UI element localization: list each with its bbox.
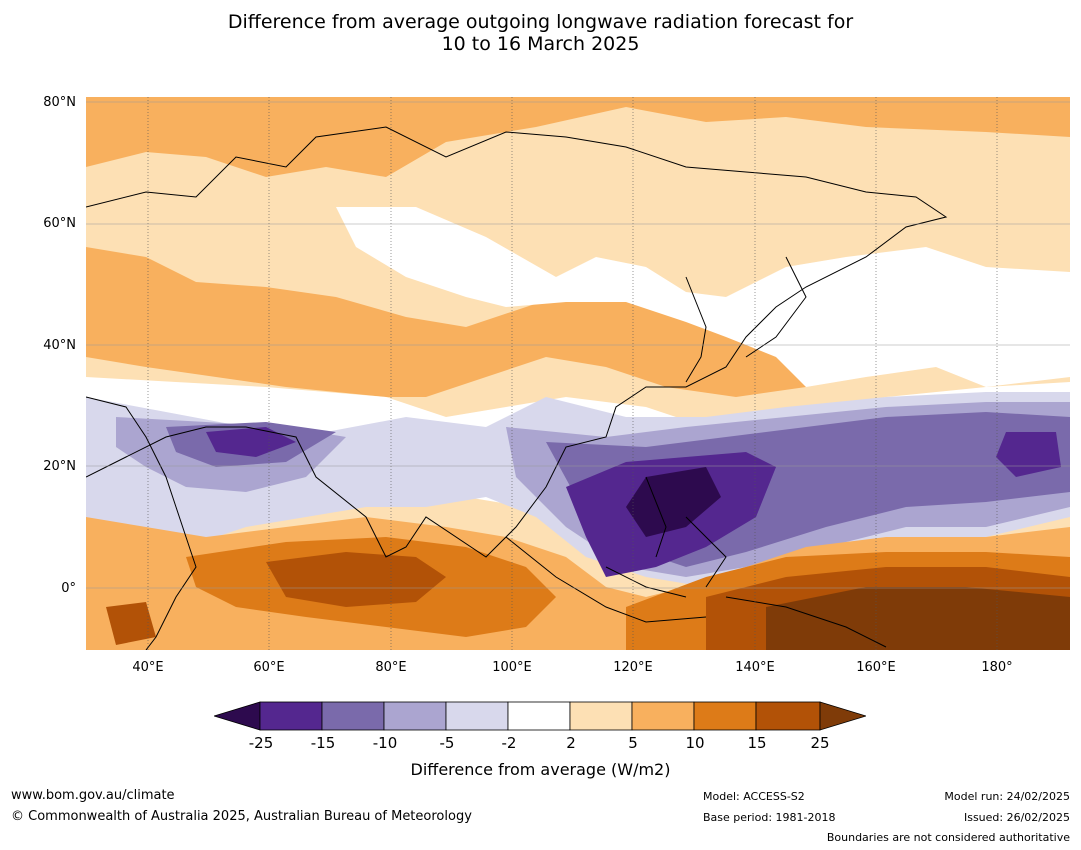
lat-label: 0° bbox=[61, 581, 76, 596]
colorbar-tick: 25 bbox=[810, 734, 830, 752]
coastline bbox=[685, 276, 707, 383]
colorbar-tick: -2 bbox=[501, 734, 517, 752]
colorbar-tick: 5 bbox=[628, 734, 638, 752]
coastline bbox=[86, 126, 948, 558]
colorbar-segment bbox=[507, 701, 571, 731]
lon-label: 180° bbox=[981, 660, 1013, 675]
colorbar-tick: -10 bbox=[372, 734, 398, 752]
lat-label: 80°N bbox=[43, 95, 76, 110]
coastline bbox=[745, 256, 807, 358]
colorbar-segment bbox=[445, 701, 509, 731]
model-name: Model: ACCESS-S2 bbox=[703, 790, 805, 803]
model-run-date: Model run: 24/02/2025 bbox=[944, 790, 1070, 803]
colorbar-segment bbox=[755, 701, 821, 731]
lat-gridlines bbox=[86, 101, 1070, 589]
colorbar-segment bbox=[259, 701, 323, 731]
olr-anomaly-map bbox=[86, 97, 1070, 650]
lon-label: 80°E bbox=[375, 660, 407, 675]
colorbar-segment bbox=[321, 701, 385, 731]
colorbar-tick: 15 bbox=[747, 734, 767, 752]
lon-label: 40°E bbox=[132, 660, 164, 675]
lon-label: 140°E bbox=[735, 660, 775, 675]
colorbar-tick: -15 bbox=[310, 734, 336, 752]
colorbar bbox=[214, 701, 866, 731]
colorbar-extend-high bbox=[819, 701, 866, 731]
colorbar-segment bbox=[631, 701, 695, 731]
colorbar-tick: -25 bbox=[248, 734, 274, 752]
colorbar-tick: 10 bbox=[685, 734, 705, 752]
lat-label: 40°N bbox=[43, 338, 76, 353]
lon-label: 160°E bbox=[856, 660, 896, 675]
base-period: Base period: 1981-2018 bbox=[703, 811, 836, 824]
anomaly-region bbox=[86, 247, 826, 397]
colorbar-segment bbox=[693, 701, 757, 731]
anomaly-region bbox=[86, 97, 1070, 177]
anomaly-region bbox=[266, 552, 446, 607]
colorbar-label: Difference from average (W/m2) bbox=[410, 760, 671, 779]
issued-date: Issued: 26/02/2025 bbox=[963, 811, 1070, 824]
colorbar-extend-low bbox=[214, 701, 261, 731]
lon-label: 60°E bbox=[253, 660, 285, 675]
copyright-text: © Commonwealth of Australia 2025, Austra… bbox=[11, 809, 472, 824]
map-title-line1: Difference from average outgoing longwav… bbox=[227, 11, 854, 33]
boundary-disclaimer: Boundaries are not considered authoritat… bbox=[826, 831, 1070, 844]
coastline bbox=[605, 476, 887, 648]
colorbar-tick: -5 bbox=[439, 734, 455, 752]
website-link[interactable]: www.bom.gov.au/climate bbox=[11, 788, 175, 803]
anomaly-region bbox=[336, 207, 1070, 387]
anomaly-region bbox=[766, 587, 1070, 650]
colorbar-tick: 2 bbox=[566, 734, 576, 752]
coastline bbox=[86, 396, 197, 650]
gridlines bbox=[147, 97, 998, 650]
colorbar-segment bbox=[383, 701, 447, 731]
anomaly-region bbox=[626, 467, 721, 537]
anomaly-region bbox=[206, 427, 296, 457]
colorbar-segment bbox=[569, 701, 633, 731]
anomaly-region bbox=[106, 602, 156, 645]
lon-label: 100°E bbox=[492, 660, 532, 675]
lon-label: 120°E bbox=[613, 660, 653, 675]
coastline bbox=[505, 536, 707, 623]
map-title-line2: 10 to 16 March 2025 bbox=[441, 33, 640, 55]
lat-label: 60°N bbox=[43, 216, 76, 231]
lat-label: 20°N bbox=[43, 459, 76, 474]
